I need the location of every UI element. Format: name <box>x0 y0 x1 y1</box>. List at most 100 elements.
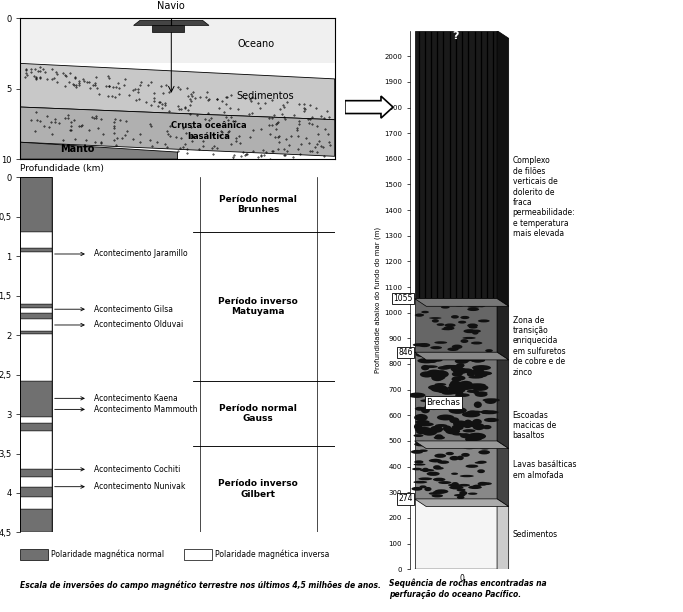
Ellipse shape <box>460 339 469 343</box>
Ellipse shape <box>447 386 457 389</box>
Ellipse shape <box>463 424 472 428</box>
Ellipse shape <box>445 452 454 455</box>
Ellipse shape <box>411 487 423 491</box>
Ellipse shape <box>469 422 478 427</box>
Bar <box>20 319 52 331</box>
Ellipse shape <box>416 430 426 434</box>
Ellipse shape <box>416 314 424 316</box>
Bar <box>20 305 52 308</box>
Ellipse shape <box>430 346 442 349</box>
Ellipse shape <box>421 365 430 370</box>
Text: Sedimentos: Sedimentos <box>512 529 558 539</box>
Ellipse shape <box>471 359 485 362</box>
Ellipse shape <box>453 365 463 371</box>
Ellipse shape <box>434 341 447 344</box>
Ellipse shape <box>471 384 488 391</box>
Polygon shape <box>20 107 335 156</box>
Ellipse shape <box>455 394 470 397</box>
Ellipse shape <box>466 422 480 427</box>
Text: Navio: Navio <box>157 1 185 10</box>
Text: Acontecimento Nunivak: Acontecimento Nunivak <box>94 482 186 491</box>
Ellipse shape <box>462 429 475 433</box>
Ellipse shape <box>453 368 467 374</box>
Ellipse shape <box>438 370 446 375</box>
Ellipse shape <box>415 420 430 424</box>
Ellipse shape <box>438 481 451 484</box>
Ellipse shape <box>446 389 459 394</box>
Ellipse shape <box>477 482 488 486</box>
Ellipse shape <box>433 478 445 482</box>
Ellipse shape <box>432 494 443 498</box>
Ellipse shape <box>443 326 454 330</box>
Ellipse shape <box>473 419 482 425</box>
Ellipse shape <box>475 461 484 464</box>
Ellipse shape <box>435 424 447 427</box>
Text: 0: 0 <box>459 574 464 583</box>
Ellipse shape <box>474 373 487 378</box>
Ellipse shape <box>471 341 482 345</box>
Ellipse shape <box>411 450 423 454</box>
Ellipse shape <box>416 422 434 427</box>
Polygon shape <box>20 142 178 159</box>
Ellipse shape <box>467 324 478 327</box>
Ellipse shape <box>445 428 460 435</box>
Ellipse shape <box>453 420 468 427</box>
Ellipse shape <box>477 304 486 307</box>
Ellipse shape <box>483 398 500 402</box>
Ellipse shape <box>443 400 458 405</box>
Ellipse shape <box>434 383 446 386</box>
Ellipse shape <box>451 376 462 382</box>
Text: Sedimentos: Sedimentos <box>237 91 294 101</box>
Ellipse shape <box>434 436 445 439</box>
Ellipse shape <box>482 482 492 485</box>
Text: Escala de inversões do campo magnético terrestre nos últimos 4,5 milhões de anos: Escala de inversões do campo magnético t… <box>20 580 381 589</box>
Ellipse shape <box>484 418 499 422</box>
Ellipse shape <box>456 363 464 368</box>
Text: Período inverso
Matuyama: Período inverso Matuyama <box>219 297 298 316</box>
Ellipse shape <box>478 319 490 323</box>
Ellipse shape <box>473 392 488 395</box>
Ellipse shape <box>424 487 432 491</box>
Ellipse shape <box>441 328 452 330</box>
Ellipse shape <box>408 392 426 398</box>
Ellipse shape <box>460 368 472 371</box>
Ellipse shape <box>449 456 459 460</box>
Ellipse shape <box>469 326 477 329</box>
Ellipse shape <box>438 442 450 446</box>
Text: Sequência de rochas encontradas na
perfuração do oceano Pacífico.: Sequência de rochas encontradas na perfu… <box>389 579 547 599</box>
Ellipse shape <box>449 382 462 389</box>
Ellipse shape <box>469 383 486 387</box>
Ellipse shape <box>436 323 445 326</box>
Ellipse shape <box>451 425 464 430</box>
Text: 1055: 1055 <box>393 294 413 303</box>
Ellipse shape <box>460 421 477 426</box>
Text: Acontecimento Kaena: Acontecimento Kaena <box>94 394 178 403</box>
Ellipse shape <box>460 316 469 319</box>
Ellipse shape <box>415 352 428 357</box>
Text: Polaridade magnética normal: Polaridade magnética normal <box>51 550 165 559</box>
Ellipse shape <box>414 423 422 430</box>
Ellipse shape <box>457 456 464 460</box>
Ellipse shape <box>421 408 430 413</box>
Ellipse shape <box>438 366 450 370</box>
Ellipse shape <box>419 343 430 347</box>
Bar <box>20 334 52 381</box>
Bar <box>152 25 184 32</box>
Ellipse shape <box>428 384 447 390</box>
Ellipse shape <box>442 365 456 368</box>
Ellipse shape <box>462 411 480 417</box>
Polygon shape <box>415 352 509 360</box>
Ellipse shape <box>445 323 456 327</box>
Text: Complexo
de filões
verticais de
dolerito de
fraca
permeabilidade:
e temperatura
: Complexo de filões verticais de dolerito… <box>512 157 575 238</box>
Ellipse shape <box>433 465 441 469</box>
Text: Acontecimento Mammouth: Acontecimento Mammouth <box>94 405 197 414</box>
Ellipse shape <box>438 399 452 406</box>
Text: Profundidade (km): Profundidade (km) <box>20 165 104 173</box>
Ellipse shape <box>429 359 437 363</box>
Polygon shape <box>497 299 509 360</box>
Text: Polaridade magnética inversa: Polaridade magnética inversa <box>215 550 329 559</box>
Ellipse shape <box>451 365 460 371</box>
Ellipse shape <box>416 441 428 444</box>
Ellipse shape <box>429 371 438 377</box>
Polygon shape <box>497 441 509 507</box>
